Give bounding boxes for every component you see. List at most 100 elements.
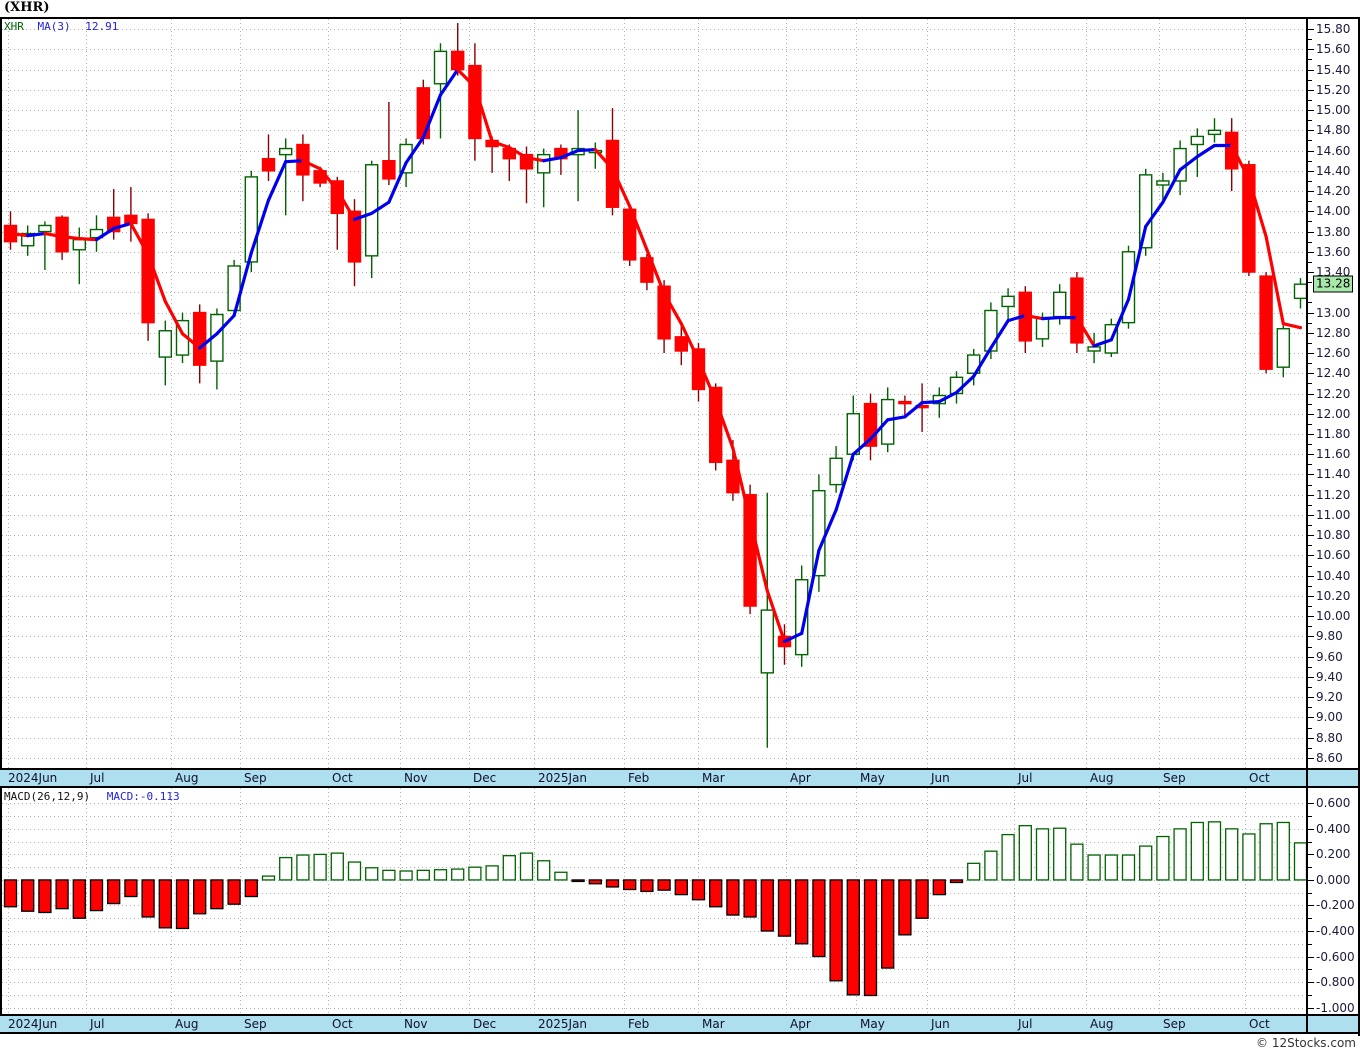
date-tick-label: Aug — [1090, 1017, 1114, 1031]
macd-tick — [1308, 982, 1314, 984]
price-tick — [1308, 130, 1314, 132]
date-tick-label: Sep — [244, 771, 267, 785]
macd-tick-label: 0.000 — [1316, 872, 1351, 887]
price-minor-tick — [1308, 666, 1312, 668]
price-minor-tick — [1308, 707, 1312, 709]
date-tick-label: Oct — [1249, 1017, 1270, 1031]
price-tick — [1308, 535, 1314, 537]
price-tick — [1308, 353, 1314, 354]
price-tick — [1308, 433, 1314, 435]
date-tick-label: Sep — [1163, 1017, 1186, 1031]
date-tick-label: Jun — [931, 1017, 950, 1031]
price-minor-tick — [1308, 464, 1312, 466]
price-minor-tick — [1308, 99, 1312, 101]
price-tick — [1308, 170, 1314, 172]
price-tick — [1308, 494, 1314, 496]
macd-tick-label: -0.400 — [1316, 924, 1355, 938]
date-tick-label: Jul — [90, 771, 105, 785]
date-axis-top-cap — [1306, 768, 1360, 788]
price-tick — [1308, 211, 1314, 213]
price-tick — [1308, 514, 1314, 516]
page-title: (XHR) — [4, 0, 50, 15]
date-tick-label: May — [860, 1017, 885, 1031]
price-tick-label: 9.60 — [1316, 649, 1343, 664]
macd-y-axis: 0.600 0.400 0.200 0.000 -0.200 -0.400 -0.600 -0… — [1306, 788, 1360, 1015]
price-tick-label: 14.20 — [1316, 184, 1351, 199]
watermark: © 12Stocks.com — [1256, 1036, 1356, 1050]
macd-minor-tick — [1308, 918, 1312, 920]
price-tick — [1308, 656, 1314, 658]
price-tick-label: 11.00 — [1316, 507, 1351, 522]
price-minor-tick — [1308, 626, 1312, 628]
price-tick — [1308, 332, 1314, 334]
price-tick-label: 10.20 — [1316, 588, 1351, 603]
price-minor-tick — [1308, 444, 1312, 446]
price-minor-tick — [1308, 221, 1312, 223]
macd-minor-tick — [1308, 994, 1312, 996]
price-tick-label: 11.60 — [1316, 447, 1351, 462]
date-tick-label: Oct — [1249, 771, 1270, 785]
date-tick-label: Sep — [1163, 771, 1186, 785]
date-tick-label: Dec — [473, 1017, 497, 1031]
price-tick-label: 12.80 — [1316, 325, 1351, 340]
date-axis-top[interactable]: 2024Jun Jul Aug Sep Oct Nov Dec 2025Jan Feb Mar Ap… — [0, 768, 1306, 788]
price-tick-label: 14.80 — [1316, 123, 1351, 138]
price-minor-tick — [1308, 687, 1312, 689]
price-tick-label: 8.60 — [1316, 750, 1343, 765]
price-tick — [1308, 636, 1314, 638]
price-tick-label: 14.00 — [1316, 204, 1351, 219]
price-tick — [1308, 616, 1314, 618]
date-tick-label: 2024Jun — [8, 1017, 58, 1031]
date-tick-label: Jun — [931, 771, 950, 785]
date-tick-label: Feb — [628, 771, 650, 785]
price-tick-label: 14.40 — [1316, 163, 1351, 178]
date-tick-label: 2025Jan — [538, 1017, 588, 1031]
date-tick-label: Oct — [332, 771, 353, 785]
price-tick-label: 8.80 — [1316, 730, 1343, 745]
macd-tick-label: 0.200 — [1316, 847, 1351, 862]
price-tick-label: 9.40 — [1316, 669, 1343, 684]
price-tick-label: 15.00 — [1316, 103, 1351, 118]
price-tick-label: 13.60 — [1316, 244, 1351, 259]
price-tick — [1308, 697, 1314, 699]
macd-minor-tick — [1308, 841, 1312, 843]
price-legend: XHR MA(3) 12.91 — [4, 20, 118, 33]
price-tick-label: 12.60 — [1316, 346, 1351, 360]
macd-chart-panel[interactable] — [0, 788, 1306, 1014]
price-tick — [1308, 373, 1314, 375]
date-tick-label: Aug — [175, 1017, 199, 1031]
price-tick-label: 10.00 — [1316, 609, 1351, 624]
date-tick-label: Oct — [332, 1017, 353, 1031]
macd-tick-label: -0.200 — [1316, 898, 1355, 913]
price-tick-label: 15.20 — [1316, 82, 1351, 97]
price-minor-tick — [1308, 120, 1312, 122]
date-tick-label: Apr — [790, 1017, 811, 1031]
date-tick-label: Dec — [473, 771, 497, 785]
price-minor-tick — [1308, 504, 1312, 506]
price-tick-label: 11.20 — [1316, 487, 1351, 502]
price-tick — [1308, 454, 1314, 456]
macd-tick — [1308, 905, 1314, 907]
price-minor-tick — [1308, 241, 1312, 243]
price-tick — [1308, 595, 1314, 597]
date-axis-bottom[interactable]: 2024Jun Jul Aug Sep Oct Nov Dec 2025Jan Feb Mar Ap… — [0, 1014, 1306, 1034]
price-tick — [1308, 312, 1314, 314]
price-chart-panel[interactable] — [0, 17, 1306, 768]
date-tick-label: Aug — [1090, 771, 1114, 785]
date-tick-label: 2024Jun — [8, 771, 58, 785]
macd-tick-label: -1.000 — [1316, 1000, 1355, 1015]
macd-tick-label: -0.600 — [1316, 949, 1355, 964]
price-tick — [1308, 555, 1314, 557]
price-minor-tick — [1308, 403, 1312, 405]
price-y-axis: 15.80 15.60 15.40 15.20 15.00 14.80 14.60 14.40… — [1306, 17, 1360, 768]
date-tick-label: Aug — [175, 771, 199, 785]
price-tick-label: 10.40 — [1316, 568, 1351, 583]
date-tick-label: 2025Jan — [538, 771, 588, 785]
price-minor-tick — [1308, 484, 1312, 486]
price-tick — [1308, 474, 1314, 476]
price-minor-tick — [1308, 423, 1312, 425]
price-minor-tick — [1308, 180, 1312, 182]
price-minor-tick — [1308, 363, 1312, 365]
price-tick — [1308, 676, 1314, 678]
date-tick-label: Nov — [404, 1017, 428, 1031]
